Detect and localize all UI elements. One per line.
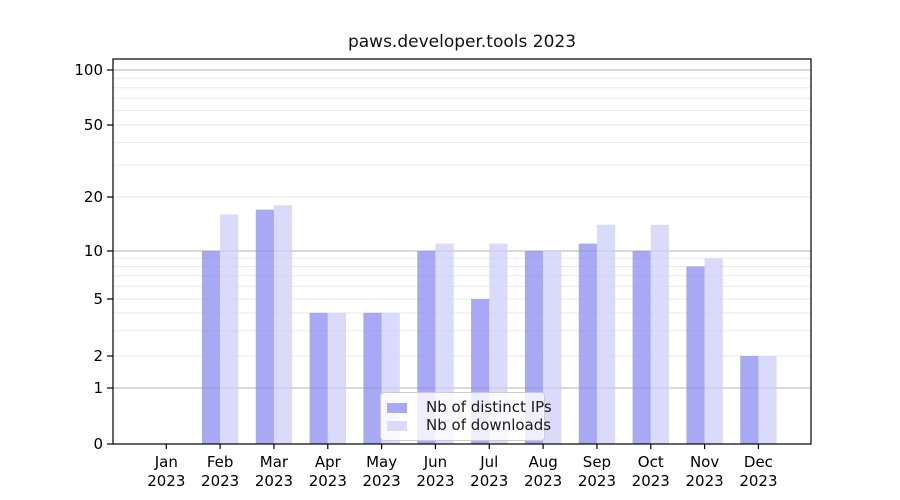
bar-distinct-ips [578,243,597,444]
y-axis-tick-label: 5 [93,290,103,308]
y-axis-tick-label: 10 [84,242,103,260]
x-axis-tick-label-year: 2023 [147,472,185,490]
x-axis-tick-label-year: 2023 [686,472,724,490]
y-axis-tick-label: 20 [84,188,103,206]
legend-item-downloads: Nb of downloads [387,417,551,434]
legend-label-distinct-ips: Nb of distinct IPs [426,398,552,416]
bar-distinct-ips [309,312,328,444]
legend-item-distinct-ips: Nb of distinct IPs [387,399,552,416]
x-axis-tick-label-month: Aug [528,453,557,471]
x-axis-tick-label-month: Sep [583,453,611,471]
x-axis-tick-label-month: Nov [690,453,719,471]
x-axis-tick-label-month: Jun [423,453,447,471]
bar-downloads [704,258,723,444]
bar-distinct-ips [363,312,382,444]
y-axis-tick-label: 1 [93,379,103,397]
bar-downloads [220,214,239,444]
bar-distinct-ips [740,356,759,444]
bar-downloads [543,251,562,444]
legend-label-downloads: Nb of downloads [426,416,552,434]
x-axis-tick-label-month: Jul [479,453,498,471]
x-axis-tick-label-year: 2023 [416,472,454,490]
y-axis-tick-label: 0 [93,435,103,453]
x-axis-tick-label-month: Feb [207,453,234,471]
x-axis-tick-label-month: Oct [638,453,664,471]
x-axis-tick-label-month: Mar [260,453,289,471]
bar-distinct-ips [632,251,651,444]
x-axis-tick-label-year: 2023 [363,472,401,490]
x-axis-tick-label-month: Jan [154,453,178,471]
x-axis-tick-label-month: Apr [315,453,342,471]
bar-downloads [596,224,616,444]
legend: Nb of distinct IPs Nb of downloads [380,392,552,441]
legend-swatch-distinct-ips [387,402,407,413]
bar-downloads [273,205,293,444]
bar-downloads [758,356,777,444]
bar-distinct-ips [255,209,274,444]
x-axis-tick-label-year: 2023 [201,472,239,490]
x-axis-tick-label-year: 2023 [309,472,347,490]
legend-swatch-downloads [387,420,407,431]
y-axis-tick-label: 50 [84,116,103,134]
bar-distinct-ips [686,266,705,444]
x-axis-tick-label-year: 2023 [255,472,293,490]
bar-distinct-ips [201,251,221,444]
x-axis-tick-label-year: 2023 [739,472,777,490]
x-axis-tick-label-month: Dec [744,453,773,471]
bar-downloads [327,312,346,444]
x-axis-tick-label-year: 2023 [524,472,562,490]
chart-title: paws.developer.tools 2023 [347,32,577,52]
x-axis-tick-label-month: May [366,453,397,471]
x-axis-tick-label-year: 2023 [632,472,670,490]
x-axis-tick-label-year: 2023 [578,472,616,490]
y-axis-tick-label: 2 [93,347,103,365]
y-axis-tick-label: 100 [74,61,103,79]
bar-downloads [650,224,669,444]
x-axis-tick-label-year: 2023 [470,472,508,490]
